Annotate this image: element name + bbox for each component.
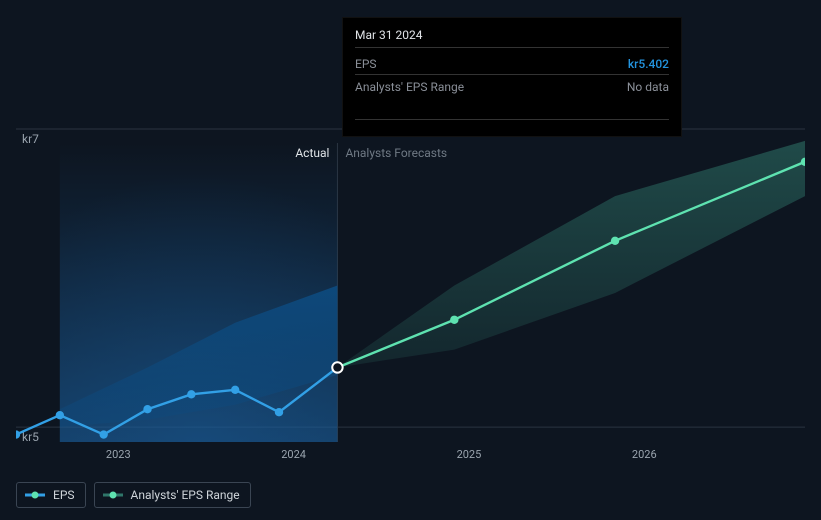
legend-item-range[interactable]: Analysts' EPS Range bbox=[94, 482, 251, 508]
svg-text:2026: 2026 bbox=[632, 448, 657, 461]
legend-swatch-icon bbox=[25, 490, 45, 500]
tooltip-date: Mar 31 2024 bbox=[355, 28, 669, 42]
svg-text:kr5: kr5 bbox=[22, 430, 39, 444]
svg-text:2023: 2023 bbox=[106, 448, 131, 461]
legend-label: Analysts' EPS Range bbox=[131, 488, 240, 502]
chart-legend: EPS Analysts' EPS Range bbox=[16, 482, 251, 508]
svg-text:2025: 2025 bbox=[457, 448, 482, 461]
tooltip-row: Analysts' EPS Range No data bbox=[355, 77, 669, 97]
legend-item-eps[interactable]: EPS bbox=[16, 482, 86, 508]
tooltip-row-label: EPS bbox=[355, 57, 377, 71]
tooltip-row-label: Analysts' EPS Range bbox=[355, 80, 464, 94]
tooltip-row: EPS kr5.402 bbox=[355, 54, 669, 74]
svg-text:Analysts Forecasts: Analysts Forecasts bbox=[345, 146, 447, 160]
svg-text:2024: 2024 bbox=[281, 448, 306, 461]
svg-text:kr7: kr7 bbox=[22, 132, 39, 146]
tooltip-row-value: No data bbox=[627, 80, 669, 94]
chart-tooltip: Mar 31 2024 EPS kr5.402 Analysts' EPS Rang… bbox=[342, 17, 682, 137]
legend-swatch-icon bbox=[103, 490, 123, 500]
tooltip-row-value: kr5.402 bbox=[628, 57, 669, 71]
eps-chart[interactable]: kr7kr5ActualAnalysts Forecasts2023202420… bbox=[16, 0, 805, 462]
legend-label: EPS bbox=[53, 488, 75, 502]
